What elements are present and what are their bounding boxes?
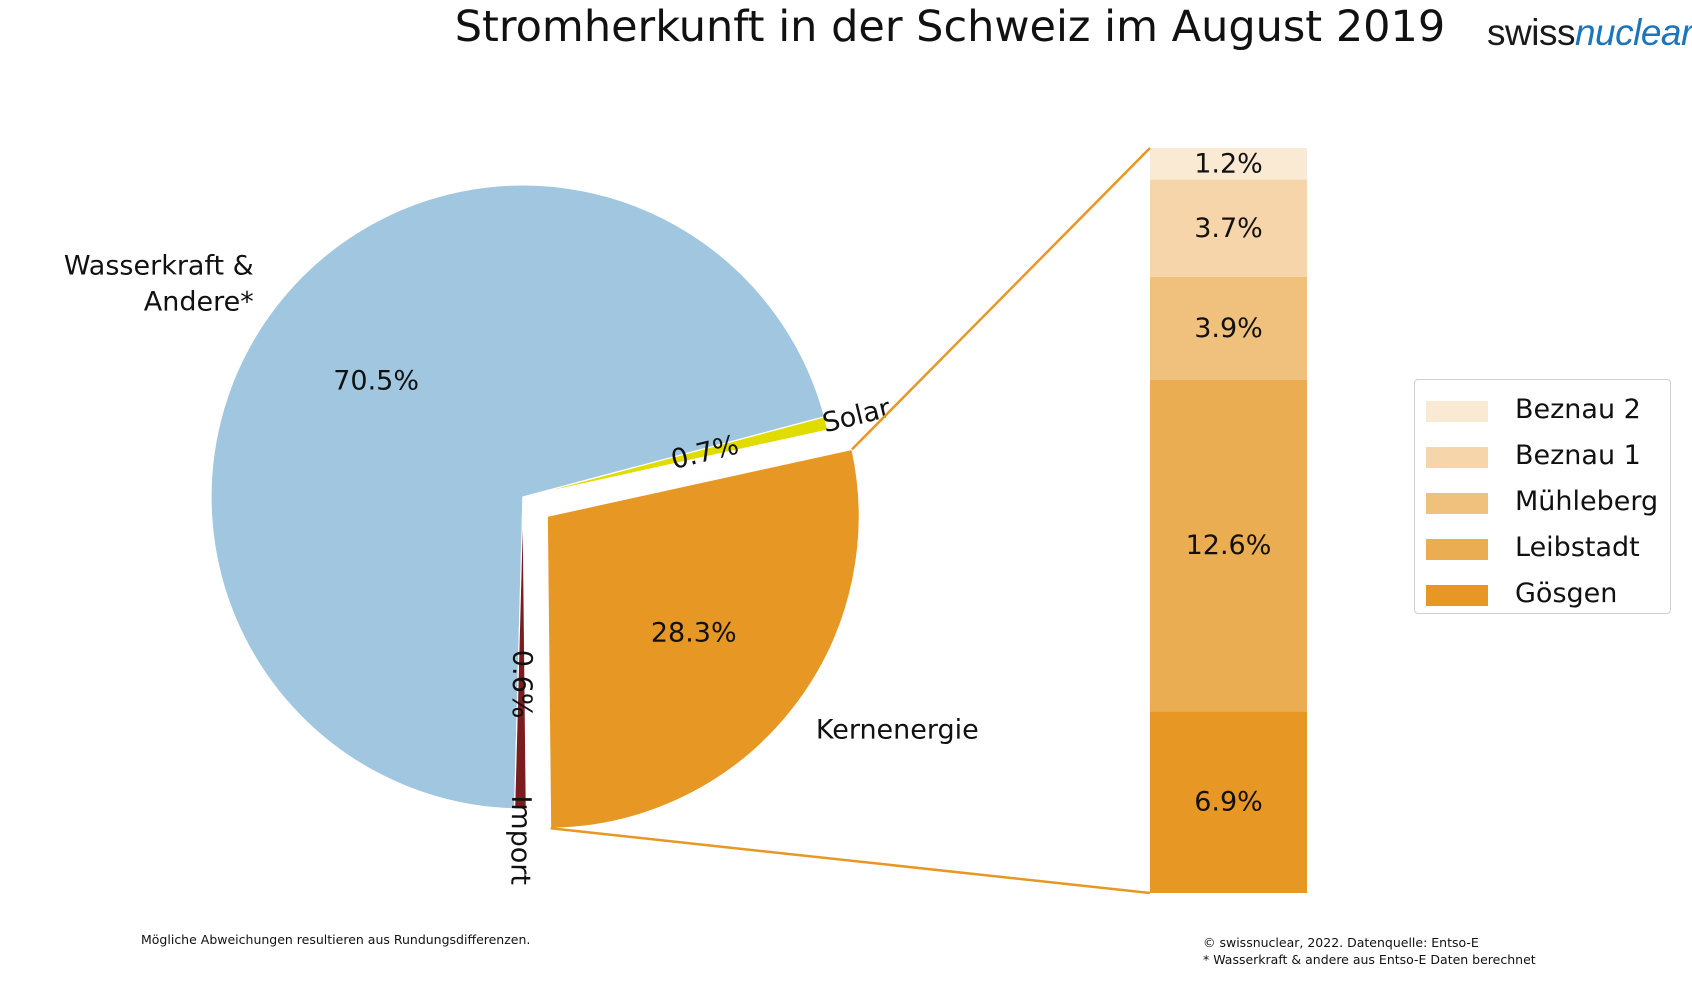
legend-label-leibstadt: Leibstadt bbox=[1515, 532, 1640, 563]
legend-label-beznau-1: Beznau 1 bbox=[1515, 440, 1641, 471]
connector-line-top bbox=[851, 147, 1151, 451]
footnote-source-line-1: © swissnuclear, 2022. Datenquelle: Entso… bbox=[1203, 935, 1479, 950]
bar-segment-beznau-1 bbox=[1150, 179, 1307, 277]
pct-label-wasserkraft-andere: 70.5% bbox=[333, 365, 419, 396]
logo-text-swiss: swiss bbox=[1487, 12, 1575, 53]
bar-segment-mühleberg bbox=[1150, 276, 1307, 380]
swissnuclear-logo: swissnuclear bbox=[1487, 12, 1692, 54]
pie-slice-wasserkraft-andere bbox=[210, 184, 826, 810]
category-label-import: Import bbox=[504, 795, 536, 885]
pct-label-kernenergie: 28.3% bbox=[651, 617, 737, 648]
bar-label-leibstadt: 12.6% bbox=[1186, 530, 1272, 561]
pie-slice-kernenergie bbox=[546, 448, 860, 829]
category-label-wasserkraft-andere-line-1: Wasserkraft & bbox=[64, 251, 254, 282]
footnote-source: © swissnuclear, 2022. Datenquelle: Entso… bbox=[1203, 934, 1536, 968]
category-label-kernenergie-line-1: Kernenergie bbox=[816, 714, 979, 745]
legend-label-beznau-2: Beznau 2 bbox=[1515, 394, 1641, 425]
chart-title: Stromherkunft in der Schweiz im August 2… bbox=[454, 2, 1446, 52]
footnote-rounding: Mögliche Abweichungen resultieren aus Ru… bbox=[141, 932, 531, 947]
legend-swatch-beznau-1 bbox=[1426, 447, 1488, 468]
legend-swatch-mühleberg bbox=[1426, 493, 1488, 514]
legend: Beznau 2 Beznau 1 Mühleberg Leibstadt Gösgen bbox=[1414, 379, 1671, 614]
legend-label-gösgen: Gösgen bbox=[1515, 578, 1618, 609]
bar-segment-gösgen bbox=[1150, 711, 1307, 893]
connector-line-bottom bbox=[550, 827, 1151, 895]
legend-swatch-beznau-2 bbox=[1426, 401, 1488, 422]
bar-label-beznau-2: 1.2% bbox=[1194, 148, 1263, 179]
bar-label-beznau-1: 3.7% bbox=[1194, 213, 1263, 244]
legend-swatch-leibstadt bbox=[1426, 539, 1488, 560]
legend-label-mühleberg: Mühleberg bbox=[1515, 486, 1659, 517]
category-label-wasserkraft-andere-line-2: Andere* bbox=[144, 287, 254, 318]
logo-text-nuclear: nuclear bbox=[1574, 12, 1692, 53]
pie-slice-import bbox=[513, 496, 527, 810]
bar-label-gösgen: 6.9% bbox=[1194, 787, 1263, 818]
bar-segment-beznau-2 bbox=[1150, 148, 1307, 180]
footnote-source-line-2: * Wasserkraft & andere aus Entso-E Daten… bbox=[1203, 952, 1536, 967]
pct-label-import: 0.6% bbox=[506, 650, 538, 719]
category-label-solar: Solar bbox=[819, 393, 894, 440]
bar-segment-leibstadt bbox=[1150, 379, 1307, 712]
bar-label-mühleberg: 3.9% bbox=[1194, 313, 1263, 344]
legend-swatch-gösgen bbox=[1426, 585, 1488, 606]
